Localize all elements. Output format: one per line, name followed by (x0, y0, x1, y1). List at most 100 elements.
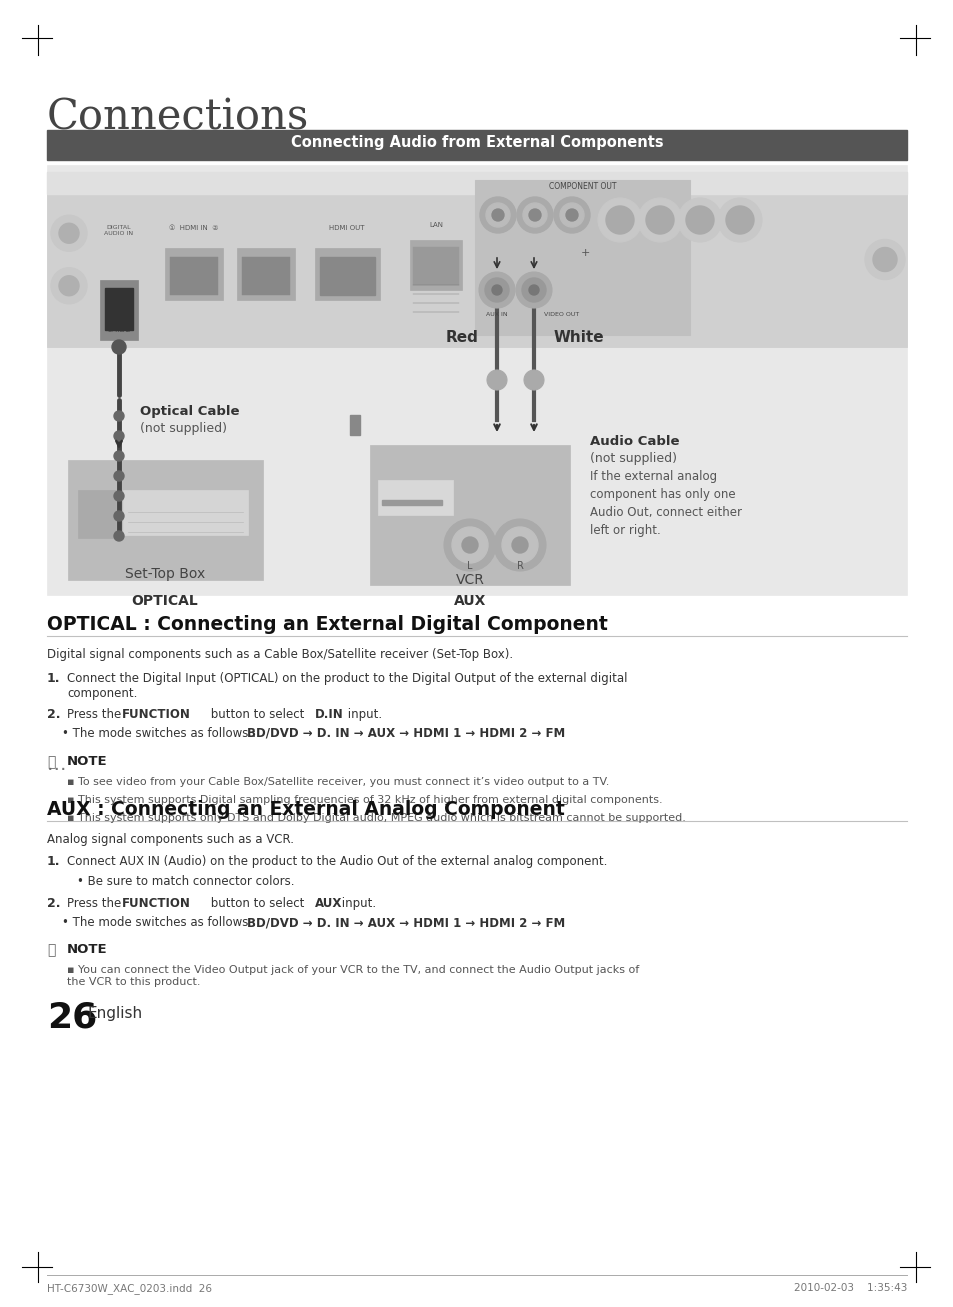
Text: +: + (579, 248, 589, 257)
Text: ①  HDMI IN  ②: ① HDMI IN ② (169, 225, 218, 231)
Text: 2.: 2. (47, 708, 60, 721)
Text: OPTICAL: OPTICAL (132, 593, 198, 608)
Circle shape (59, 276, 79, 295)
Circle shape (523, 370, 543, 389)
Circle shape (492, 209, 503, 221)
Text: AUX : Connecting an External Analog Component: AUX : Connecting an External Analog Comp… (47, 800, 564, 819)
Circle shape (51, 216, 87, 251)
Circle shape (872, 247, 896, 272)
Circle shape (678, 197, 721, 242)
Circle shape (113, 531, 124, 541)
Circle shape (59, 223, 79, 243)
Bar (370, 444, 569, 586)
Circle shape (485, 203, 510, 227)
Text: 2010-02-03    1:35:43: 2010-02-03 1:35:43 (793, 1283, 906, 1293)
Circle shape (685, 207, 713, 234)
Circle shape (494, 519, 545, 571)
Circle shape (113, 511, 124, 521)
Text: AUX IN: AUX IN (486, 312, 507, 318)
Bar (78, 490, 116, 538)
Text: HT-C6730W_XAC_0203.indd  26: HT-C6730W_XAC_0203.indd 26 (47, 1283, 212, 1294)
Circle shape (112, 340, 126, 354)
Text: ▪ To see video from your Cable Box/Satellite receiver, you must connect it’s vid: ▪ To see video from your Cable Box/Satel… (67, 776, 609, 787)
Circle shape (559, 203, 583, 227)
Text: button to select: button to select (207, 897, 308, 910)
Circle shape (443, 519, 496, 571)
Text: 1.: 1. (47, 672, 60, 685)
Text: ▪ This system supports Digital sampling frequencies of 32 kHz of higher from ext: ▪ This system supports Digital sampling … (67, 795, 662, 805)
Text: 2.: 2. (47, 897, 60, 910)
Text: • The mode switches as follows :: • The mode switches as follows : (62, 916, 259, 929)
Text: Connect the Digital Input (OPTICAL) on the product to the Digital Output of the : Connect the Digital Input (OPTICAL) on t… (67, 672, 627, 701)
Bar (319, 257, 375, 295)
Circle shape (522, 203, 546, 227)
Bar (475, 180, 689, 335)
Text: Connections: Connections (47, 97, 309, 139)
Circle shape (501, 527, 537, 563)
Text: L: L (467, 561, 473, 571)
Circle shape (529, 209, 540, 221)
Bar (242, 257, 290, 295)
Circle shape (512, 537, 527, 553)
Text: BD/DVD → D. IN → AUX → HDMI 1 → HDMI 2 → FM: BD/DVD → D. IN → AUX → HDMI 1 → HDMI 2 →… (247, 727, 565, 740)
Text: FUNCTION: FUNCTION (122, 708, 191, 721)
Text: VIDEO OUT: VIDEO OUT (544, 312, 579, 318)
Bar (47, 129, 906, 159)
Text: NOTE: NOTE (67, 942, 108, 955)
Text: (not supplied): (not supplied) (589, 452, 677, 465)
Circle shape (554, 197, 589, 233)
Bar (165, 248, 223, 301)
Circle shape (452, 527, 488, 563)
Text: FUNCTION: FUNCTION (122, 897, 191, 910)
Text: ▪ You can connect the Video Output jack of your VCR to the TV, and connect the A: ▪ You can connect the Video Output jack … (67, 965, 639, 987)
Circle shape (645, 207, 673, 234)
Text: input.: input. (344, 708, 382, 721)
Bar (100, 280, 138, 340)
Text: English: English (88, 1006, 143, 1021)
Text: • The mode switches as follows :: • The mode switches as follows : (62, 727, 259, 740)
Circle shape (529, 285, 538, 295)
Circle shape (113, 451, 124, 461)
Text: BD/DVD → D. IN → AUX → HDMI 1 → HDMI 2 → FM: BD/DVD → D. IN → AUX → HDMI 1 → HDMI 2 →… (247, 916, 565, 929)
Circle shape (492, 285, 501, 295)
Text: 26: 26 (47, 1000, 97, 1034)
Bar (68, 460, 263, 580)
Circle shape (486, 370, 506, 389)
Bar (413, 247, 458, 285)
Bar (381, 501, 441, 505)
Text: HDMI OUT: HDMI OUT (329, 225, 364, 231)
Bar (350, 416, 359, 435)
Text: Set-Top Box: Set-Top Box (125, 567, 206, 582)
Text: 🖊: 🖊 (47, 942, 55, 957)
Text: R: R (516, 561, 523, 571)
Text: Press the: Press the (67, 708, 125, 721)
Circle shape (113, 410, 124, 421)
Bar (236, 248, 294, 301)
Text: OPTICAL: OPTICAL (108, 328, 131, 333)
Bar (47, 173, 906, 346)
Circle shape (521, 278, 545, 302)
Text: White: White (554, 329, 604, 345)
Circle shape (605, 207, 634, 234)
Circle shape (478, 272, 515, 308)
Circle shape (725, 207, 753, 234)
Text: ▪ This system supports only DTS and Dolby Digital audio, MPEG audio which is bit: ▪ This system supports only DTS and Dolb… (67, 813, 685, 823)
Bar (377, 480, 453, 515)
Circle shape (516, 272, 552, 308)
Text: COMPONENT OUT: COMPONENT OUT (548, 182, 616, 191)
Text: input.: input. (337, 897, 375, 910)
Text: Red: Red (446, 329, 478, 345)
Text: Audio Cable: Audio Cable (589, 435, 679, 448)
Circle shape (565, 209, 578, 221)
Circle shape (638, 197, 681, 242)
Bar (47, 165, 906, 595)
Circle shape (479, 197, 516, 233)
Circle shape (113, 471, 124, 481)
Circle shape (718, 197, 761, 242)
Circle shape (113, 491, 124, 501)
Text: Press the: Press the (67, 897, 125, 910)
Text: Connecting Audio from External Components: Connecting Audio from External Component… (291, 135, 662, 150)
Text: button to select: button to select (207, 708, 308, 721)
Text: (not supplied): (not supplied) (140, 422, 227, 435)
Text: AUX: AUX (454, 593, 486, 608)
